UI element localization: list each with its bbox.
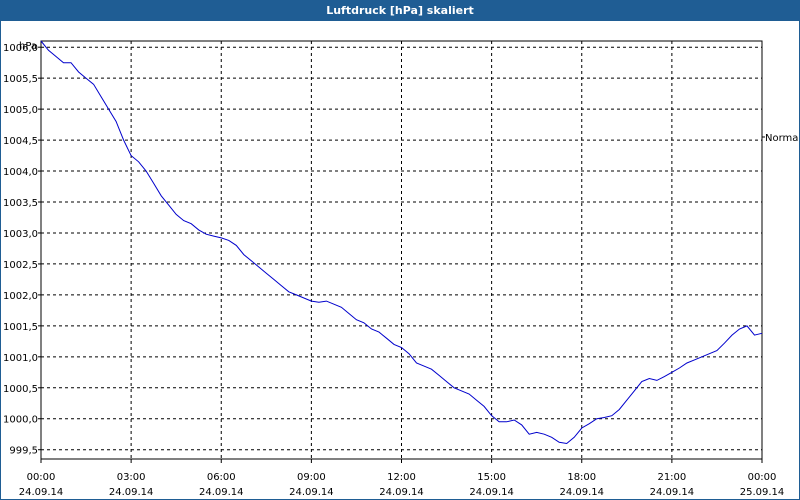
normal-reference-label: Normal [765, 133, 799, 144]
y-tick-label: 1006,0 [3, 43, 38, 54]
y-axis: 1006,0 1005,5 1005,0 1004,5 1004,0 1003,5 1003… [3, 43, 41, 457]
y-tick-label: 1001,0 [3, 353, 38, 364]
x-tick-date-label: 24.09.14 [109, 487, 154, 498]
pressure-series-line [40, 40, 763, 445]
x-tick-time-label: 18:00 [567, 472, 596, 483]
y-unit-label: hPa [19, 41, 37, 52]
y-tick-label: 1001,5 [3, 322, 38, 333]
y-tick-label: 999,5 [9, 446, 38, 457]
y-tick-label: 1005,5 [3, 74, 38, 85]
window-title: Luftdruck [hPa] skaliert [1, 1, 799, 21]
y-tick-label: 1004,0 [3, 167, 38, 178]
x-tick-date-label: 25.09.14 [740, 487, 785, 498]
x-tick-date-label: 24.09.14 [199, 487, 244, 498]
x-tick-time-label: 00:00 [27, 472, 56, 483]
x-tick-date-label: 24.09.14 [19, 487, 64, 498]
x-tick-time-label: 06:00 [207, 472, 236, 483]
x-tick-time-label: 15:00 [477, 472, 506, 483]
x-tick-date-label: 24.09.14 [559, 487, 604, 498]
y-tick-label: 1005,0 [3, 105, 38, 116]
y-tick-label: 1000,5 [3, 384, 38, 395]
y-tick-label: 1002,5 [3, 260, 38, 271]
grid [41, 41, 762, 459]
x-tick-date-label: 24.09.14 [379, 487, 424, 498]
x-tick-time-label: 03:00 [117, 472, 146, 483]
y-tick-label: 1004,5 [3, 136, 38, 147]
y-tick-label: 1000,0 [3, 415, 38, 426]
y-tick-label: 1003,0 [3, 229, 38, 240]
x-tick-time-label: 00:00 [748, 472, 777, 483]
x-tick-time-label: 21:00 [657, 472, 686, 483]
x-tick-date-label: 24.09.14 [650, 487, 695, 498]
x-tick-date-label: 24.09.14 [289, 487, 334, 498]
y-tick-label: 1002,0 [3, 291, 38, 302]
x-axis: 00:00 24.09.14 03:00 24.09.14 06:00 24.09.14 0… [19, 459, 785, 498]
x-tick-time-label: 09:00 [297, 472, 326, 483]
y-tick-label: 1003,5 [3, 198, 38, 209]
x-tick-time-label: 12:00 [387, 472, 416, 483]
x-tick-date-label: 24.09.14 [469, 487, 514, 498]
